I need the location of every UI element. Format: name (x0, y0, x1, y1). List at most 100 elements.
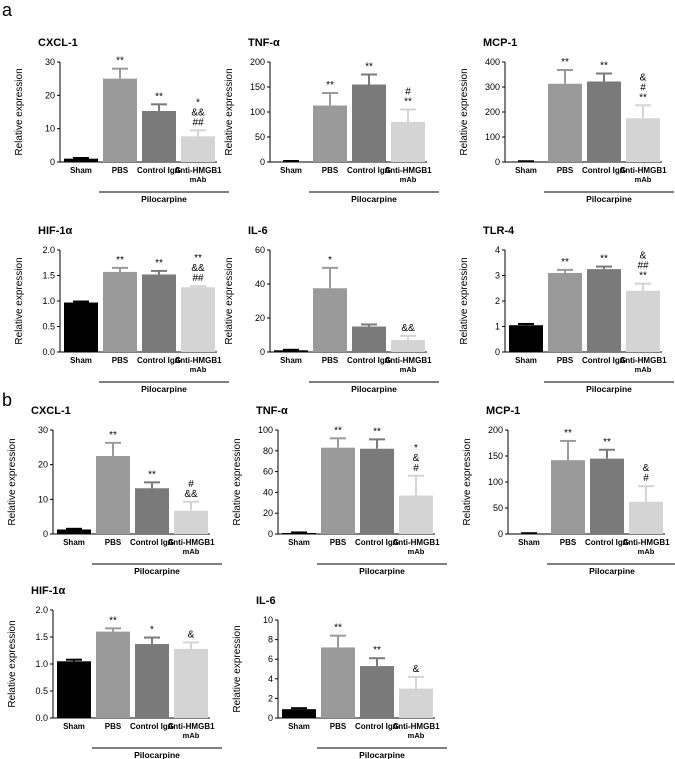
bar (181, 136, 215, 162)
bar (587, 81, 621, 162)
bar (174, 648, 208, 718)
y-tick-label: 0.5 (35, 686, 48, 696)
bar (274, 350, 308, 352)
category-label: Control IgG (582, 166, 626, 175)
y-tick-label: 60 (263, 467, 273, 477)
group-label: Pilocarpine (359, 750, 405, 759)
y-tick-label: 20 (45, 90, 55, 100)
significance-label: ** (116, 56, 124, 67)
category-label: Control IgG (137, 356, 181, 365)
category-label: Sham (63, 722, 85, 731)
category-label: Control IgG (355, 722, 399, 731)
bar (282, 709, 316, 718)
category-label: mAb (190, 365, 207, 374)
y-tick-label: 1.0 (35, 659, 48, 669)
bar (57, 529, 91, 534)
category-label: Sham (70, 166, 92, 175)
group-label: Pilocarpine (586, 384, 632, 394)
bar (142, 111, 176, 162)
category-label: mAb (638, 547, 655, 556)
y-tick-label: 20 (38, 460, 48, 470)
group-label: Pilocarpine (586, 194, 632, 204)
significance-label: * (196, 97, 200, 108)
y-tick-label: 0 (495, 347, 500, 357)
significance-label: ** (561, 257, 569, 268)
y-tick-label: 30 (45, 57, 55, 67)
chart-a-2: TNF-α Relative expression 0 50 100 150 200 Sham… (224, 37, 439, 204)
category-label: Anti-HMGB1 (384, 166, 432, 175)
y-tick-label: 8 (268, 635, 273, 645)
significance-label: ** (116, 255, 124, 266)
significance-label: && (191, 107, 205, 118)
y-tick-label: 0.0 (42, 347, 55, 357)
y-tick-label: 50 (255, 132, 265, 142)
group-label: Pilocarpine (351, 384, 397, 394)
significance-label: ** (561, 57, 569, 68)
category-label: Sham (515, 356, 537, 365)
y-axis-label: Relative expression (459, 257, 470, 344)
chart-b-10: HIF-1α Relative expression 0.0 0.5 1.0 1.5 2.0… (7, 585, 222, 759)
chart-a-4: HIF-1α Relative expression 0.0 0.5 1.0 1.5 2.0… (14, 225, 229, 394)
category-label: PBS (560, 538, 577, 547)
category-label: mAb (408, 731, 425, 740)
significance-label: ** (155, 91, 163, 102)
y-tick-label: 10 (38, 494, 48, 504)
chart-a-1: CXCL-1 Relative expression 0 10 20 30 Sham ** PB… (14, 37, 229, 204)
significance-label: ** (155, 258, 163, 269)
category-label: PBS (322, 356, 339, 365)
bar (590, 458, 624, 534)
y-axis-label: Relative expression (14, 257, 25, 344)
significance-label: ** (373, 645, 381, 656)
category-label: Control IgG (347, 166, 391, 175)
significance-label: ## (637, 261, 649, 272)
y-tick-label: 0 (260, 157, 265, 167)
y-tick-label: 10 (263, 615, 273, 625)
category-label: Sham (63, 538, 85, 547)
significance-label: && (184, 489, 198, 500)
y-axis-label: Relative expression (7, 620, 18, 707)
significance-label: ** (194, 253, 202, 264)
y-tick-label: 150 (250, 82, 265, 92)
y-axis-label: Relative expression (232, 625, 243, 712)
category-label: PBS (112, 166, 129, 175)
bar (57, 661, 91, 718)
bar (360, 448, 394, 534)
bar (548, 272, 582, 352)
bar (391, 122, 425, 162)
y-tick-label: 40 (255, 279, 265, 289)
y-axis-label: Relative expression (462, 438, 473, 525)
category-label: Sham (280, 356, 302, 365)
significance-label: ** (326, 80, 334, 91)
y-tick-label: 10 (45, 124, 55, 134)
bar (135, 488, 169, 534)
category-label: Sham (288, 538, 310, 547)
bar (352, 326, 386, 352)
chart-b-7: CXCL-1 Relative expression 0 10 20 30 Sham ** PB… (7, 405, 222, 576)
significance-label: ** (564, 428, 572, 439)
y-tick-label: 200 (250, 57, 265, 67)
y-tick-label: 1.0 (42, 296, 55, 306)
chart-b-9: MCP-1 Relative expression 0 50 100 150 200 Sham… (462, 405, 675, 576)
significance-label: & (188, 629, 195, 640)
y-tick-label: 4 (268, 674, 273, 684)
significance-label: ** (600, 254, 608, 265)
y-tick-label: 20 (263, 508, 273, 518)
y-tick-label: 3 (495, 271, 500, 281)
category-label: Control IgG (130, 538, 174, 547)
y-axis-label: Relative expression (459, 68, 470, 155)
bar (135, 644, 169, 718)
y-tick-label: 2.0 (42, 245, 55, 255)
y-tick-label: 300 (485, 82, 500, 92)
significance-label: ** (334, 425, 342, 436)
significance-label: && (191, 263, 205, 274)
y-tick-label: 6 (268, 654, 273, 664)
chart-title: MCP-1 (483, 37, 517, 49)
category-label: mAb (400, 175, 417, 184)
y-tick-label: 4 (495, 245, 500, 255)
y-tick-label: 1 (495, 322, 500, 332)
category-label: Anti-HMGB1 (392, 538, 440, 547)
category-label: PBS (112, 356, 129, 365)
category-label: Control IgG (137, 166, 181, 175)
category-label: Sham (280, 166, 302, 175)
bar (360, 666, 394, 718)
